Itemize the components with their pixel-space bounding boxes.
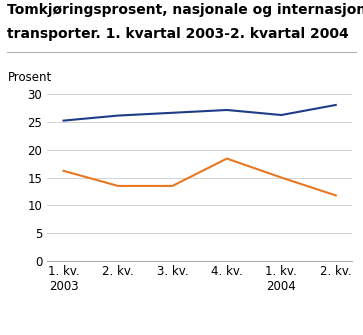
Text: Prosent: Prosent	[8, 71, 52, 84]
Text: Tomkjøringsprosent, nasjonale og internasjonale: Tomkjøringsprosent, nasjonale og interna…	[7, 3, 363, 17]
Text: transporter. 1. kvartal 2003-2. kvartal 2004: transporter. 1. kvartal 2003-2. kvartal …	[7, 27, 349, 41]
